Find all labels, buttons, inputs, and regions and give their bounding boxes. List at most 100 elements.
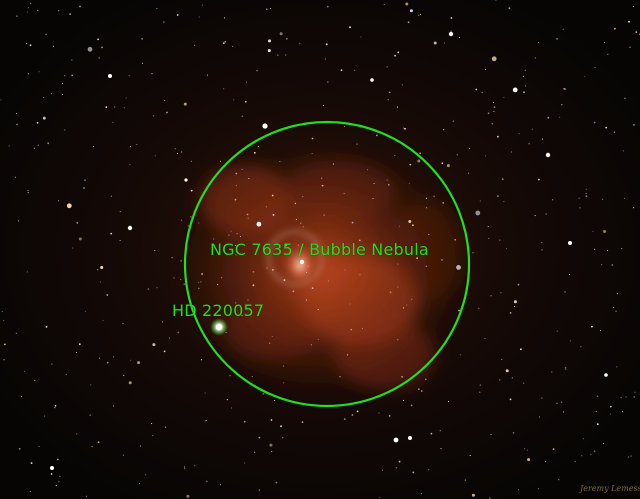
star — [97, 441, 100, 443]
star — [406, 304, 408, 306]
star — [601, 264, 603, 266]
star — [317, 309, 319, 311]
star — [8, 145, 10, 147]
star — [503, 96, 505, 99]
star — [15, 332, 17, 334]
star — [512, 432, 515, 434]
photographer-signature: Jeremy Lemesse — [580, 484, 640, 493]
star — [54, 407, 56, 409]
star — [614, 27, 616, 30]
star — [387, 184, 390, 186]
star — [396, 106, 399, 108]
star — [145, 474, 147, 476]
star — [200, 281, 202, 283]
star — [592, 231, 594, 233]
star — [112, 405, 115, 407]
star — [239, 236, 242, 238]
star — [101, 46, 103, 49]
star — [545, 213, 547, 215]
star — [599, 329, 602, 331]
star — [579, 207, 581, 209]
star — [633, 396, 635, 398]
star — [454, 238, 457, 241]
star — [235, 172, 238, 175]
star — [475, 210, 481, 216]
star — [176, 14, 179, 16]
star — [479, 200, 481, 202]
star — [50, 93, 53, 95]
star — [142, 62, 144, 64]
star — [538, 178, 540, 181]
star — [475, 88, 478, 91]
star — [419, 13, 421, 15]
star — [497, 195, 499, 198]
star — [327, 280, 329, 282]
star — [409, 163, 412, 166]
star — [623, 197, 626, 199]
star — [356, 410, 359, 413]
star — [44, 415, 46, 417]
star — [154, 155, 156, 157]
star — [201, 4, 203, 6]
star — [153, 115, 155, 117]
star — [102, 319, 104, 321]
star — [247, 299, 249, 301]
star — [505, 248, 507, 250]
star — [226, 254, 228, 256]
star — [489, 497, 491, 499]
star — [83, 187, 85, 189]
star — [552, 448, 555, 450]
star — [492, 101, 494, 103]
star — [47, 142, 50, 145]
star — [280, 425, 282, 428]
star — [441, 162, 444, 165]
star — [490, 434, 492, 436]
star — [1, 311, 3, 313]
star — [251, 375, 253, 378]
star — [78, 237, 82, 241]
star — [270, 419, 273, 421]
star — [624, 97, 626, 99]
star — [123, 107, 125, 109]
star — [110, 195, 112, 197]
star — [233, 99, 235, 101]
star — [439, 430, 441, 432]
star — [52, 45, 55, 47]
star — [166, 111, 168, 114]
star — [629, 46, 631, 48]
star — [84, 179, 86, 182]
star — [547, 116, 550, 119]
star — [45, 33, 47, 36]
star — [110, 232, 113, 235]
star — [381, 469, 384, 471]
star — [425, 265, 427, 267]
star — [632, 5, 634, 7]
star — [383, 4, 385, 6]
bright-star — [108, 74, 112, 78]
star — [285, 244, 288, 247]
star — [585, 188, 587, 190]
star — [615, 310, 617, 312]
star — [38, 445, 40, 448]
star — [538, 416, 541, 418]
star — [605, 126, 608, 129]
star — [361, 327, 363, 329]
star — [75, 351, 77, 354]
star — [565, 369, 567, 371]
star — [621, 248, 623, 250]
star — [224, 40, 227, 43]
star — [459, 37, 461, 39]
star — [340, 69, 343, 72]
star — [156, 287, 158, 289]
star — [416, 251, 418, 253]
bright-star — [568, 241, 572, 245]
star — [513, 306, 516, 308]
star — [469, 455, 471, 457]
star — [57, 200, 60, 202]
star — [106, 361, 109, 364]
star — [456, 265, 461, 270]
star — [58, 10, 60, 12]
star — [349, 26, 351, 29]
